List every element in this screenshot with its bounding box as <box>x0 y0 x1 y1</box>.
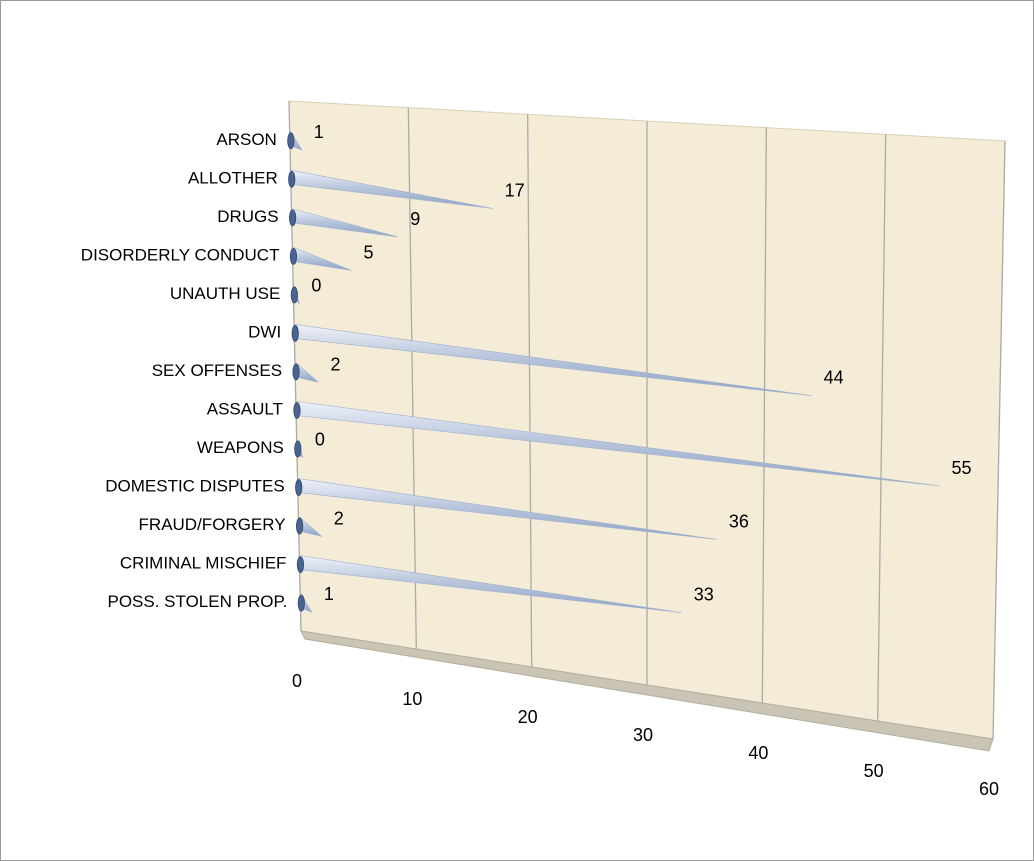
category-label: DISORDERLY CONDUCT <box>81 245 280 264</box>
category-label: DWI <box>248 322 281 341</box>
data-label: 5 <box>364 242 374 262</box>
data-label: 2 <box>331 354 341 374</box>
category-label: ARSON <box>216 130 276 149</box>
category-label: ALLOTHER <box>188 168 278 187</box>
x-tick-label: 20 <box>518 707 538 727</box>
x-tick-label: 40 <box>748 743 768 763</box>
x-tick-label: 0 <box>292 671 302 691</box>
gridline <box>992 140 1006 740</box>
bar-base <box>289 209 297 227</box>
bar-base <box>293 402 301 419</box>
category-label: DOMESTIC DISPUTES <box>105 477 284 496</box>
category-label: FRAUD/FORGERY <box>139 515 286 534</box>
data-label: 9 <box>410 209 420 229</box>
bar-base <box>289 247 298 265</box>
x-tick-label: 50 <box>864 761 884 781</box>
category-label: UNAUTH USE <box>170 284 281 303</box>
data-label: 1 <box>314 122 324 142</box>
data-label: 36 <box>729 511 749 531</box>
data-label: 44 <box>824 368 844 388</box>
gridline <box>877 134 887 722</box>
bar-base <box>292 363 300 381</box>
bar-base <box>291 325 299 342</box>
data-label: 17 <box>505 180 525 200</box>
data-label: 33 <box>694 585 714 605</box>
category-label: WEAPONS <box>197 438 284 457</box>
data-label: 2 <box>334 508 344 528</box>
bar-base <box>290 286 298 304</box>
bar-base <box>297 594 305 612</box>
bar-base <box>295 517 304 535</box>
plot-floor <box>300 630 994 752</box>
x-tick-label: 60 <box>979 779 999 799</box>
x-tick-label: 10 <box>402 689 422 709</box>
category-label: DRUGS <box>217 207 278 226</box>
bar-base <box>287 132 295 150</box>
category-label: POSS. STOLEN PROP. <box>107 592 287 611</box>
data-label: 1 <box>324 584 334 604</box>
category-label: CRIMINAL MISCHIEF <box>120 554 287 573</box>
bar-base <box>288 170 296 188</box>
category-label: SEX OFFENSES <box>152 361 282 380</box>
bar-base <box>296 556 305 574</box>
bar-base <box>294 440 302 458</box>
bar-base <box>295 479 303 496</box>
data-label: 0 <box>315 430 325 450</box>
data-label: 0 <box>311 275 321 295</box>
category-label: ASSAULT <box>207 400 283 419</box>
data-label: 55 <box>952 458 972 478</box>
gridline <box>527 114 533 668</box>
gridline <box>761 127 767 704</box>
x-tick-label: 30 <box>633 725 653 745</box>
